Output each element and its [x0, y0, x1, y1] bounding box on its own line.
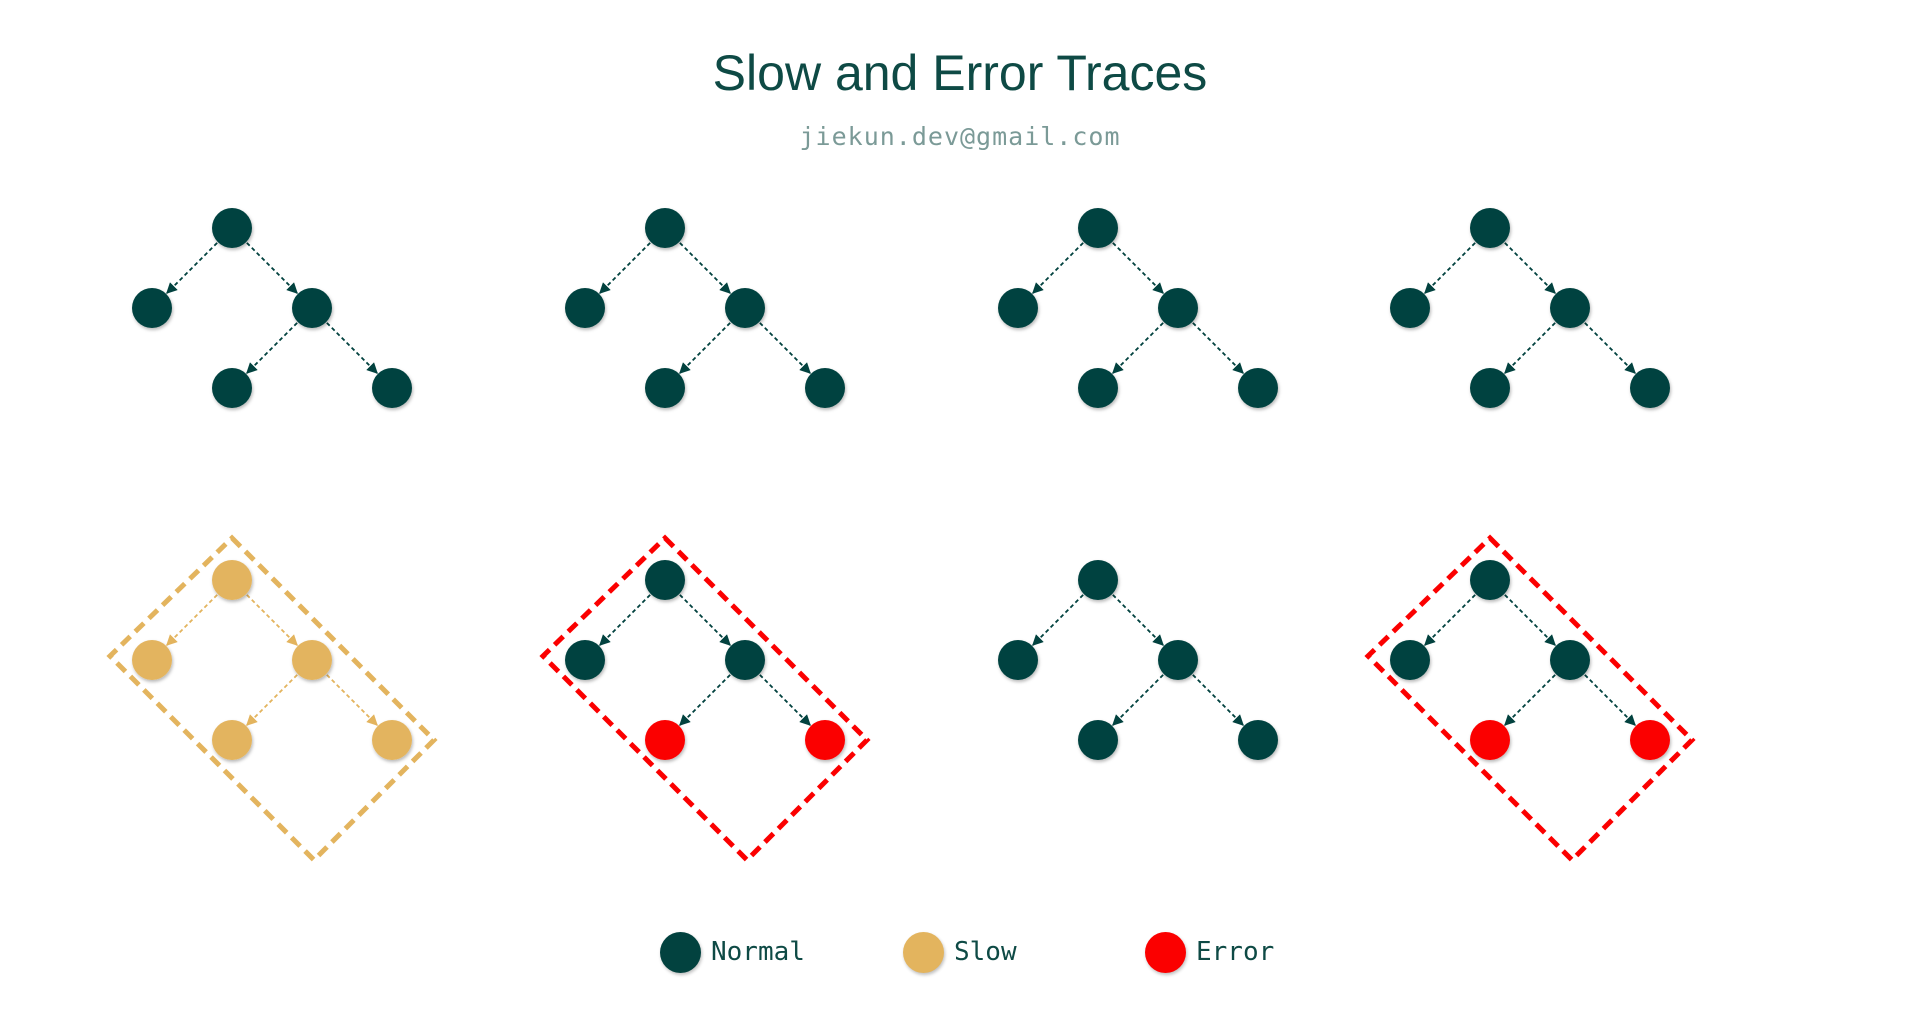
- legend-error: Error: [1145, 929, 1274, 975]
- span-node-normal: [1550, 640, 1590, 680]
- span-node-normal: [1470, 208, 1510, 248]
- trace-tree: [1390, 208, 1670, 408]
- span-node-normal: [645, 208, 685, 248]
- span-node-normal: [1390, 640, 1430, 680]
- slow-node-icon: [903, 931, 944, 973]
- error-trace-highlight: [1364, 534, 1696, 864]
- span-node-normal: [645, 368, 685, 408]
- call-arrow: [759, 674, 811, 726]
- legend-label-error: Error: [1196, 937, 1275, 967]
- error-node-icon: [1145, 931, 1186, 973]
- span-node-normal: [1078, 208, 1118, 248]
- span-node-error: [645, 720, 685, 760]
- call-arrow: [1032, 242, 1084, 294]
- trace-tree: [539, 534, 871, 864]
- legend-label-slow: Slow: [954, 937, 1017, 967]
- slow-trace-highlight: [106, 534, 438, 864]
- span-node-slow: [292, 640, 332, 680]
- call-arrow: [679, 594, 731, 646]
- span-node-normal: [1158, 288, 1198, 328]
- span-node-normal: [1238, 720, 1278, 760]
- call-arrow: [246, 594, 298, 646]
- span-node-normal: [372, 368, 412, 408]
- call-arrow: [326, 322, 378, 374]
- call-arrow: [1584, 322, 1636, 374]
- span-node-normal: [565, 288, 605, 328]
- trace-tree: [132, 208, 412, 408]
- call-arrow: [599, 594, 651, 646]
- span-node-normal: [1078, 368, 1118, 408]
- span-node-normal: [1238, 368, 1278, 408]
- call-arrow: [1112, 674, 1164, 726]
- call-arrow: [679, 674, 731, 726]
- call-arrow: [1112, 242, 1164, 294]
- call-arrow: [679, 322, 731, 374]
- call-arrow: [679, 242, 731, 294]
- span-node-slow: [132, 640, 172, 680]
- call-arrow: [246, 322, 298, 374]
- call-arrow: [246, 242, 298, 294]
- span-node-normal: [212, 368, 252, 408]
- span-node-normal: [725, 640, 765, 680]
- call-arrow: [1504, 322, 1556, 374]
- span-node-slow: [212, 720, 252, 760]
- span-node-error: [1630, 720, 1670, 760]
- span-node-normal: [565, 640, 605, 680]
- span-node-slow: [212, 560, 252, 600]
- call-arrow: [1584, 674, 1636, 726]
- trace-tree: [565, 208, 845, 408]
- call-arrow: [1112, 594, 1164, 646]
- page-title: Slow and Error Traces: [712, 45, 1208, 101]
- call-arrow: [1424, 594, 1476, 646]
- span-node-error: [1470, 720, 1510, 760]
- span-node-normal: [1078, 560, 1118, 600]
- span-node-normal: [212, 208, 252, 248]
- trace-tree: [106, 534, 438, 864]
- trace-tree: [998, 560, 1278, 760]
- call-arrow: [1192, 322, 1244, 374]
- span-node-slow: [372, 720, 412, 760]
- span-node-error: [805, 720, 845, 760]
- call-arrow: [326, 674, 378, 726]
- span-node-normal: [1390, 288, 1430, 328]
- call-arrow: [246, 674, 298, 726]
- call-arrow: [166, 242, 218, 294]
- legend-slow: Slow: [903, 929, 1017, 975]
- call-arrow: [1112, 322, 1164, 374]
- span-node-normal: [1550, 288, 1590, 328]
- span-node-normal: [645, 560, 685, 600]
- span-node-normal: [998, 640, 1038, 680]
- span-node-normal: [725, 288, 765, 328]
- span-node-normal: [1158, 640, 1198, 680]
- call-arrow: [1504, 674, 1556, 726]
- span-node-normal: [1078, 720, 1118, 760]
- span-node-normal: [132, 288, 172, 328]
- span-node-normal: [998, 288, 1038, 328]
- call-arrow: [166, 594, 218, 646]
- trace-tree: [998, 208, 1278, 408]
- call-arrow: [1424, 242, 1476, 294]
- normal-node-icon: [660, 931, 701, 973]
- span-node-normal: [292, 288, 332, 328]
- legend-normal: Normal: [660, 929, 805, 975]
- call-arrow: [1192, 674, 1244, 726]
- span-node-normal: [1470, 560, 1510, 600]
- author-email: jiekun.dev@gmail.com: [799, 122, 1121, 151]
- call-arrow: [599, 242, 651, 294]
- span-node-normal: [1470, 368, 1510, 408]
- call-arrow: [1504, 594, 1556, 646]
- error-trace-highlight: [539, 534, 871, 864]
- span-node-normal: [805, 368, 845, 408]
- span-node-normal: [1630, 368, 1670, 408]
- call-arrow: [1504, 242, 1556, 294]
- call-arrow: [759, 322, 811, 374]
- call-arrow: [1032, 594, 1084, 646]
- trace-tree: [1364, 534, 1696, 864]
- legend-label-normal: Normal: [711, 937, 805, 967]
